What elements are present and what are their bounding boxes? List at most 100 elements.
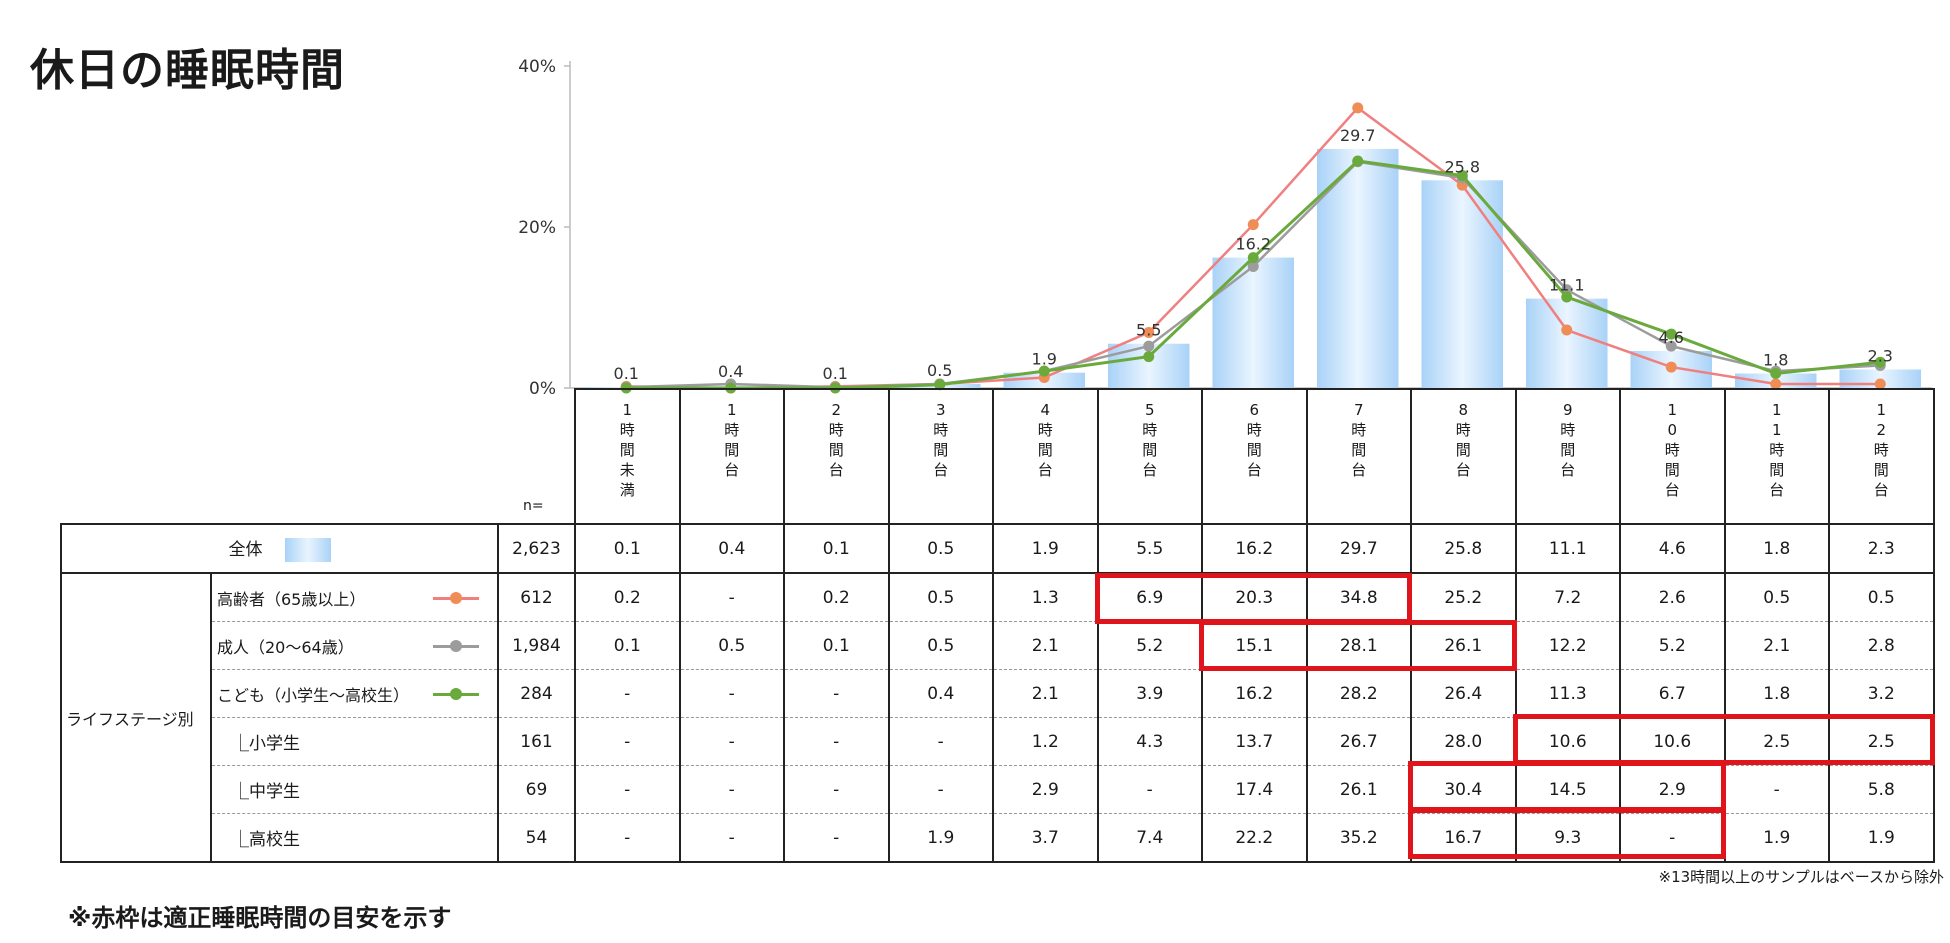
table-cell: 0.4: [678, 523, 785, 574]
series-point: [1143, 326, 1155, 338]
table-cell: 6.7: [1619, 669, 1726, 718]
table-cell: -: [783, 813, 890, 863]
table-cell: 26.1: [1410, 621, 1517, 670]
table-row-total: 全体 2,623 0.1 0.4 0.1 0.5 1.9 5.5 16.2 29.7 25.8 11.…: [60, 523, 1935, 574]
table-cell: -: [574, 669, 681, 718]
legend-marker: [450, 591, 462, 604]
table-cell: 2.5: [1828, 717, 1935, 766]
table-cell: 7.4: [1096, 813, 1203, 863]
category-top-border: [574, 388, 1933, 390]
data-table: 全体 2,623 0.1 0.4 0.1 0.5 1.9 5.5 16.2 29.7 25.8 11.…: [60, 523, 1935, 863]
table-cell: 16.2: [1201, 523, 1308, 574]
table-cell: -: [678, 717, 785, 766]
table-cell: 25.2: [1410, 573, 1517, 622]
bar: [1525, 298, 1608, 388]
table-cell: 2.1: [992, 621, 1099, 670]
bar-data-label: 25.8: [1444, 157, 1480, 176]
series-point: [1665, 328, 1677, 340]
bar-data-label: 4.6: [1659, 328, 1684, 347]
table-cell: 1.8: [1723, 523, 1830, 574]
legend-marker: [450, 639, 462, 652]
table-cell: 22.2: [1201, 813, 1308, 863]
footnote-redbox: ※赤枠は適正睡眠時間の目安を示す: [68, 904, 452, 932]
table-cell: 25.8: [1410, 523, 1517, 574]
table-cell: 16.2: [1201, 669, 1308, 718]
table-row: ⎿小学生 161- - - -1.2 4.3 13.7 26.7 28.0 10.6 10.6 2.5…: [61, 717, 1935, 766]
category-label: 1 2 時 間 台: [1828, 388, 1933, 523]
category-label: 1 0 時 間 台: [1619, 388, 1724, 523]
sample-size-cell: 161: [497, 717, 576, 766]
sample-size-cell: 2,623: [497, 523, 576, 574]
series-point: [1561, 324, 1573, 336]
row-label: こども（小学生～高校生）: [210, 669, 499, 718]
footnote-exclusion: ※13時間以上のサンプルはベースから除外: [1658, 868, 1944, 886]
table-cell: 0.1: [574, 621, 681, 670]
table-cell: -: [783, 669, 890, 718]
table-cell: 16.7: [1410, 813, 1517, 863]
series-point: [1352, 102, 1364, 114]
table-cell: 11.1: [1514, 523, 1621, 574]
table-row: ⎿中学生 69- - - -2.9-17.4 26.1 30.4 14.5 2.9-5.8: [61, 765, 1935, 814]
table-cell: -: [783, 717, 890, 766]
category-label: 1 1 時 間 台: [1723, 388, 1829, 523]
table-cell: 2.6: [1619, 573, 1726, 622]
row-label-total: 全体: [60, 523, 499, 574]
table-cell: -: [574, 813, 681, 863]
series-point: [1456, 169, 1468, 181]
table-cell: 3.7: [992, 813, 1099, 863]
table-cell: 26.7: [1305, 717, 1412, 766]
bar-data-label: 16.2: [1235, 235, 1271, 254]
series-point: [1874, 356, 1886, 368]
bar-data-label: 0.4: [718, 362, 743, 381]
table-cell: 14.5: [1514, 765, 1621, 814]
bar-data-label: 0.1: [823, 364, 848, 383]
table-cell: 2.8: [1828, 621, 1935, 670]
table-cell: -: [678, 573, 785, 622]
table-cell: 13.7: [1201, 717, 1308, 766]
table-cell: -: [574, 717, 681, 766]
table-cell: 0.1: [783, 523, 890, 574]
table-cell: 0.5: [887, 621, 994, 670]
table-cell: 5.5: [1096, 523, 1203, 574]
table-cell: 20.3: [1201, 573, 1308, 622]
table-cell: 12.2: [1514, 621, 1621, 670]
table-cell: 0.2: [783, 573, 890, 622]
legend-bar-swatch: [284, 538, 331, 562]
table-row: こども（小学生～高校生） 284- - -0.4 2.1 3.9 16.2 28.2 26.4 1…: [61, 669, 1935, 718]
row-label-text: こども（小学生～高校生）: [217, 685, 410, 705]
row-label: ⎿高校生: [210, 813, 499, 863]
n-label: n=: [523, 498, 544, 514]
category-label: 8 時 間 台: [1410, 388, 1515, 523]
table-cell: 26.1: [1305, 765, 1412, 814]
sample-size-cell: 69: [497, 765, 576, 814]
row-label: ⎿小学生: [210, 717, 499, 766]
bar-data-label: 2.3: [1868, 346, 1893, 365]
series-point: [1874, 378, 1886, 390]
bar: [1316, 148, 1399, 388]
table-cell: -: [887, 765, 994, 814]
table-cell: 7.2: [1514, 573, 1621, 622]
series-point: [1665, 340, 1677, 352]
table-cell: 0.5: [1828, 573, 1935, 622]
series-point: [1247, 219, 1259, 231]
table-cell: -: [678, 813, 785, 863]
row-label-text: 高齢者（65歳以上）: [217, 589, 366, 609]
series-point: [1247, 252, 1259, 264]
table-cell: 3.9: [1096, 669, 1203, 718]
category-label: 6 時 間 台: [1201, 388, 1306, 523]
table-cell: 35.2: [1305, 813, 1412, 863]
bar-data-label: 0.5: [927, 361, 952, 380]
table-row: ライフステージ別 高齢者（65歳以上） 612 0.2-0.2 0.5 1.3 6.9 20.…: [60, 573, 1935, 863]
table-cell: 10.6: [1619, 717, 1726, 766]
table-row: ⎿高校生 54- - -1.9 3.7 7.4 22.2 35.2 16.7 9.3-1.9 1.9: [61, 813, 1935, 863]
group-label-life-stage: ライフステージ別: [60, 573, 212, 863]
table-cell: 0.1: [574, 523, 681, 574]
table-cell: 26.4: [1410, 669, 1517, 718]
series-point: [1665, 361, 1677, 373]
table-cell: 0.5: [887, 523, 994, 574]
category-right-border: [1932, 388, 1935, 523]
category-label: 1 時 間 未 満: [574, 388, 679, 523]
category-label: 5 時 間 台: [1096, 388, 1202, 523]
table-cell: 2.1: [1723, 621, 1830, 670]
table-cell: 0.5: [1723, 573, 1830, 622]
